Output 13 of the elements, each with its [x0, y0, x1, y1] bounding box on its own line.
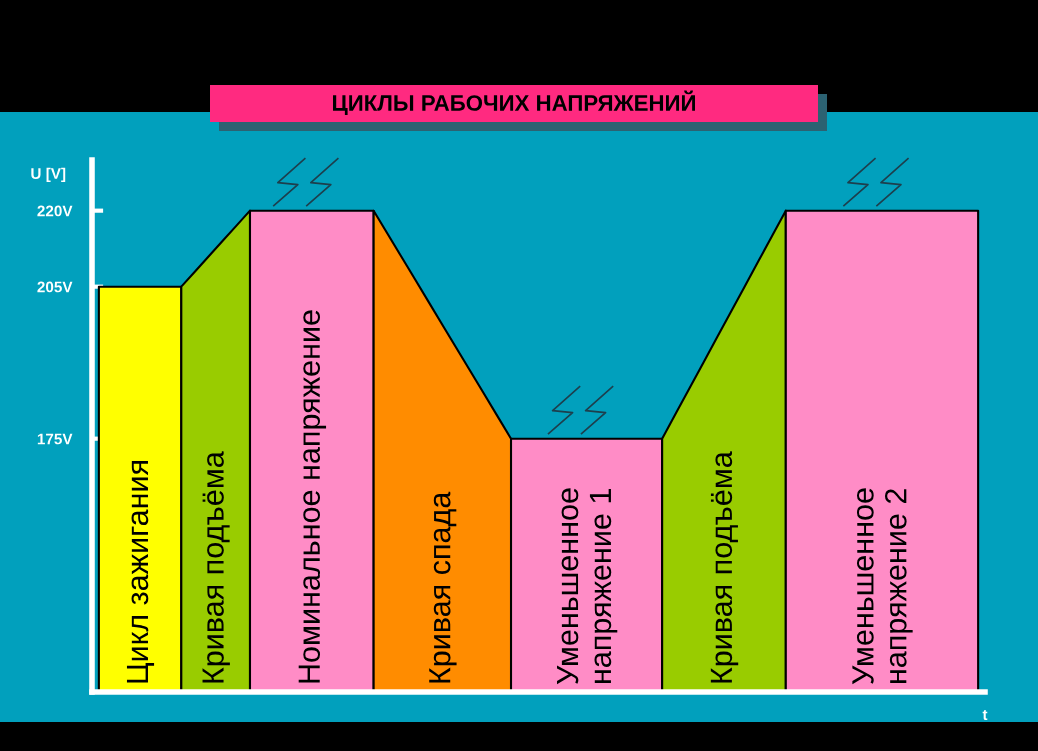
- y-tick-label: 175V: [37, 433, 73, 445]
- series-label: Кривая спада: [429, 491, 457, 683]
- y-axis-title: U [V]: [31, 167, 66, 183]
- series-label: Кривая подъёма: [202, 451, 230, 683]
- series-label: Кривая подъёма: [710, 451, 739, 683]
- chart-title: ЦИКЛЫ РАБОЧИХ НАПРЯЖЕНИЙ: [333, 90, 695, 116]
- series-label: Номинальное напряжение: [298, 310, 327, 683]
- x-axis-title: t: [982, 709, 988, 721]
- y-tick-label: 205V: [37, 281, 73, 293]
- series-label: Уменьшенное напряжение 2: [852, 488, 913, 685]
- y-tick-label: 220V: [37, 205, 73, 217]
- series-label: Цикл зажигания: [126, 461, 155, 683]
- series-label: Уменьшенное напряжение 1: [557, 488, 618, 685]
